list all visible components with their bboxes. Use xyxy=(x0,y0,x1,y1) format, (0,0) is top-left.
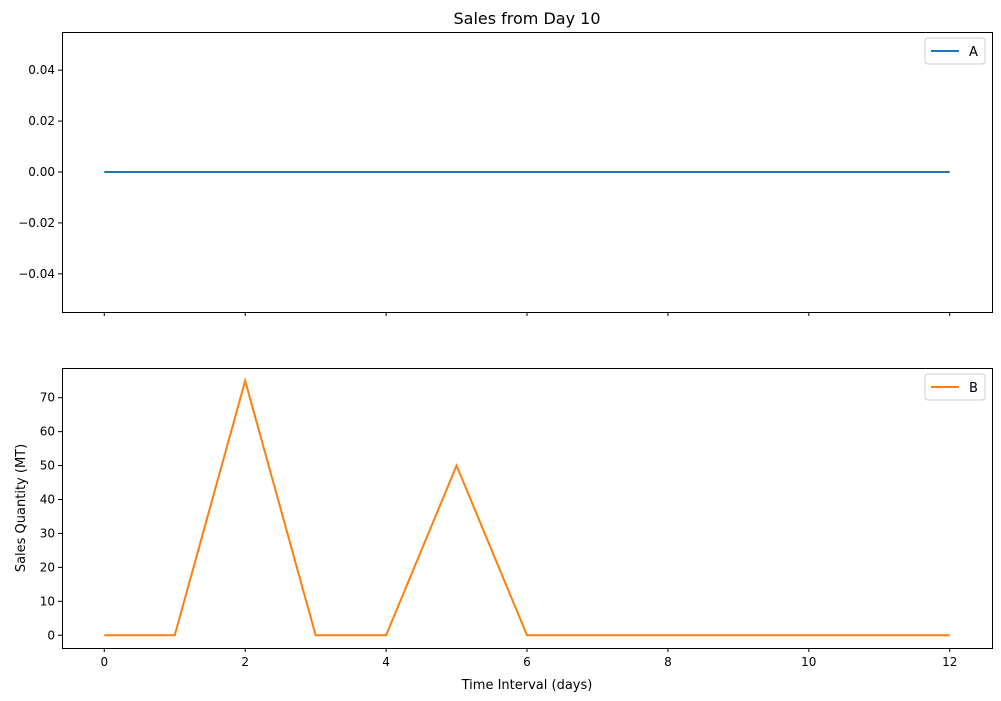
y-axis-label: Sales Quantity (MT) xyxy=(14,444,29,572)
x-tick-label: 2 xyxy=(241,655,249,669)
y-tick-label: 20 xyxy=(40,560,55,574)
y-tick-label: 0.02 xyxy=(28,114,55,128)
x-axis-top xyxy=(103,312,951,316)
legend-bottom: B xyxy=(924,373,986,401)
series-line-b xyxy=(104,376,950,637)
y-axis-bottom: 0 10 20 30 40 50 60 70 xyxy=(40,391,62,642)
x-tick-label: 6 xyxy=(523,655,531,669)
x-axis-bottom: 0 2 4 6 8 10 12 xyxy=(100,648,957,669)
x-axis-label: Time Interval (days) xyxy=(461,678,593,693)
y-tick-label: 0.04 xyxy=(28,63,55,77)
x-tick-label: 12 xyxy=(942,655,957,669)
y-tick-label: 60 xyxy=(40,425,55,439)
y-tick-label: 0 xyxy=(47,628,55,642)
x-tick-label: 10 xyxy=(801,655,816,669)
x-tick-label: 0 xyxy=(100,655,108,669)
x-tick-label: 8 xyxy=(664,655,672,669)
y-tick-label: −0.02 xyxy=(18,216,55,230)
y-tick-label: −0.04 xyxy=(18,267,55,281)
subplot-top: Sales from Day 10 −0.04 −0.02 0.00 0.02 0.04… xyxy=(18,9,993,316)
y-axis-top: −0.04 −0.02 0.00 0.02 0.04 xyxy=(18,63,62,281)
y-tick-label: 0.00 xyxy=(28,165,55,179)
chart-title: Sales from Day 10 xyxy=(453,9,600,28)
y-tick-label: 70 xyxy=(40,391,55,405)
x-tick-label: 4 xyxy=(382,655,390,669)
y-tick-label: 10 xyxy=(40,594,55,608)
y-tick-label: 40 xyxy=(40,493,55,507)
subplot-bottom: 0 2 4 6 8 10 12 0 10 20 30 40 50 60 70 B Time Interva… xyxy=(14,368,993,693)
legend-label: B xyxy=(969,381,978,396)
y-tick-label: 30 xyxy=(40,526,55,540)
legend-label: A xyxy=(969,45,978,60)
series-lines-bottom xyxy=(104,376,950,637)
y-tick-label: 50 xyxy=(40,459,55,473)
legend-top: A xyxy=(924,37,986,65)
